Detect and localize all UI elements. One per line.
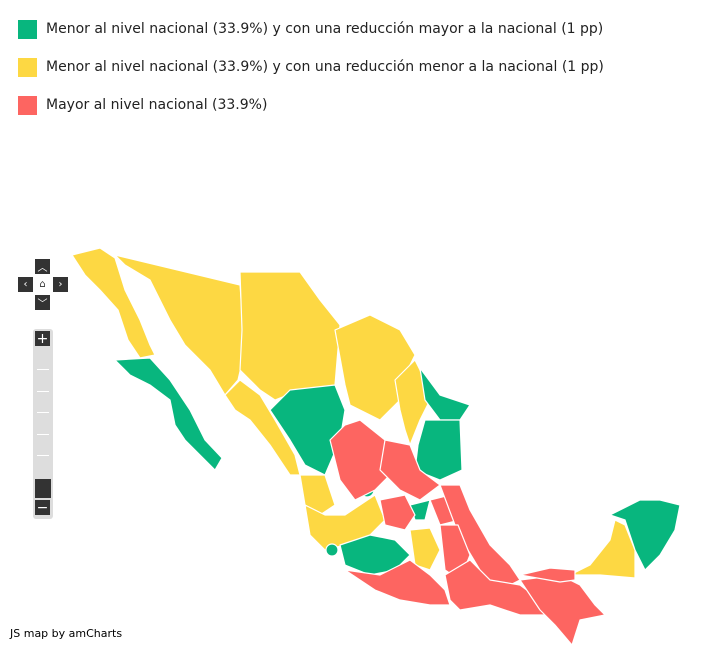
state-region-green[interactable]	[114, 357, 223, 471]
state-region-green[interactable]	[339, 534, 411, 576]
legend-label: Menor al nivel nacional (33.9%) y con un…	[46, 21, 604, 37]
chevron-up-icon[interactable]: ︿	[35, 259, 50, 274]
zoom-in-button[interactable]: +	[35, 330, 50, 347]
state-region-red[interactable]	[344, 559, 451, 606]
state-region-yellow[interactable]	[299, 474, 336, 516]
state-region-yellow[interactable]	[409, 527, 441, 571]
chevron-right-icon[interactable]: ›	[53, 277, 68, 292]
chevron-down-icon[interactable]: ﹀	[35, 295, 50, 310]
zoom-tick	[37, 434, 49, 435]
state-region-yellow[interactable]	[71, 247, 156, 359]
legend-label: Mayor al nivel nacional (33.9%)	[46, 97, 268, 113]
legend-swatch	[18, 19, 37, 39]
state-region-yellow[interactable]	[394, 359, 431, 446]
zoom-slider-handle[interactable]	[35, 479, 51, 498]
legend-swatch	[18, 95, 37, 115]
zoom-tick	[37, 369, 49, 370]
legend-label: Menor al nivel nacional (33.9%) y con un…	[46, 59, 604, 75]
state-region-green[interactable]	[414, 419, 463, 481]
zoom-out-button[interactable]: −	[35, 499, 50, 516]
zoom-tick	[37, 455, 49, 456]
zoom-tick	[37, 391, 49, 392]
state-region-green[interactable]	[609, 499, 681, 571]
legend-item-green[interactable]: Menor al nivel nacional (33.9%) y con un…	[18, 10, 604, 48]
state-region-red[interactable]	[379, 494, 416, 531]
state-region-green[interactable]	[419, 367, 471, 421]
state-region-red[interactable]	[519, 567, 576, 583]
legend-item-red[interactable]: Mayor al nivel nacional (33.9%)	[18, 86, 604, 124]
state-region-yellow[interactable]	[239, 271, 341, 401]
amcharts-credit[interactable]: JS map by amCharts	[10, 627, 123, 640]
legend-item-yellow[interactable]: Menor al nivel nacional (33.9%) y con un…	[18, 48, 604, 86]
state-region-red[interactable]	[379, 439, 441, 501]
state-region-green[interactable]	[325, 543, 339, 557]
state-region-yellow[interactable]	[569, 519, 636, 579]
chevron-left-icon[interactable]: ‹	[18, 277, 33, 292]
zoom-slider[interactable]	[33, 329, 53, 519]
zoom-tick	[37, 412, 49, 413]
legend: Menor al nivel nacional (33.9%) y con un…	[18, 10, 604, 124]
legend-swatch	[18, 57, 37, 77]
home-icon[interactable]: ⌂	[35, 277, 50, 292]
